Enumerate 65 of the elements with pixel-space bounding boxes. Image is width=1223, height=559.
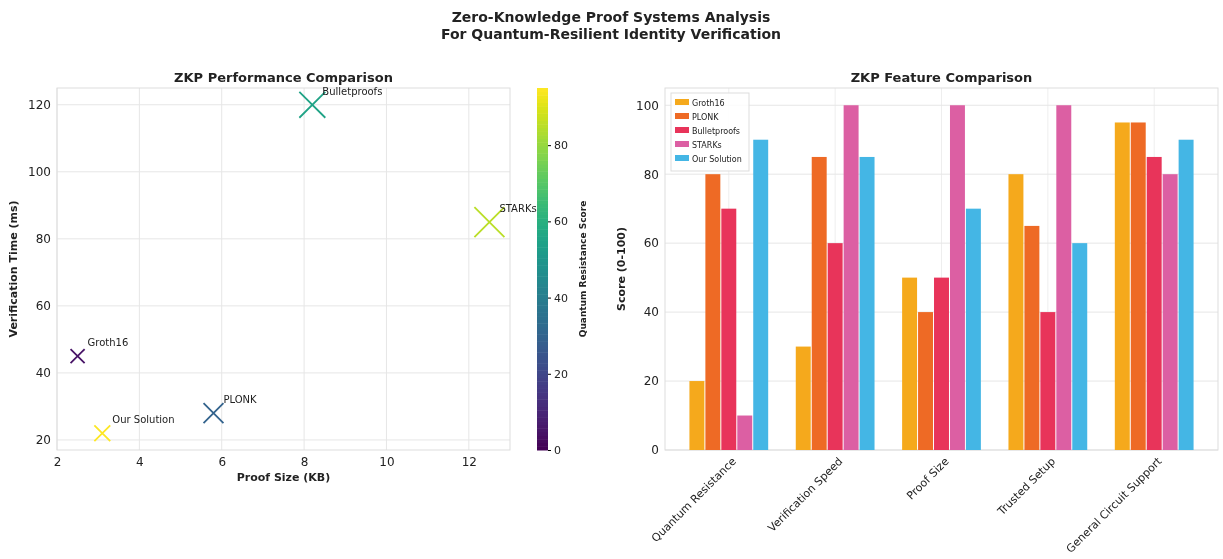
y-tick-label: 80 [643, 167, 659, 182]
annotation: Our Solution [112, 414, 175, 426]
bar [859, 156, 875, 450]
color-bar-label: 0 [554, 444, 561, 458]
chart-title: ZKP Feature Comparison [850, 70, 1033, 85]
bar [1040, 312, 1056, 450]
color-bar-label: 40 [554, 291, 568, 305]
y-tick-label: 60 [643, 236, 659, 251]
legend-label: Groth16 [692, 99, 725, 108]
y-tick-label: 20 [35, 433, 51, 448]
bar [949, 105, 965, 450]
color-bar-label: 80 [554, 139, 568, 153]
legend-label: Our Solution [692, 155, 742, 164]
y-tick-label: 100 [636, 98, 659, 113]
y-tick-label: 120 [28, 98, 51, 113]
legend-label: STARKs [692, 141, 722, 150]
color-bar-label: 20 [554, 367, 568, 381]
x-tick-label: 10 [379, 454, 395, 469]
y-tick-label: 20 [643, 374, 659, 389]
x-tick-label: 4 [136, 454, 144, 469]
bar [1072, 243, 1088, 450]
bar [1178, 139, 1194, 450]
bar [1162, 174, 1178, 450]
bar [1056, 105, 1072, 450]
legend-label: PLONK [692, 113, 720, 122]
bar [1114, 122, 1130, 450]
y-tick-label: 40 [35, 366, 51, 381]
annotation: Bulletproofs [322, 85, 383, 97]
bar [795, 346, 811, 450]
bar [827, 243, 843, 450]
bar [965, 208, 981, 450]
bar [918, 312, 934, 450]
bar [1146, 156, 1162, 450]
y-tick-label: 100 [28, 165, 51, 180]
y-axis-title: Score (0-100) [615, 227, 628, 311]
color-bar-label: 60 [554, 215, 568, 229]
y-tick-label: 40 [643, 305, 659, 320]
bar [1130, 122, 1146, 450]
y-tick-label: 0 [651, 443, 659, 458]
x-tick-label: 12 [461, 454, 477, 469]
color-bar-title: Quantum Resistance Score [578, 200, 588, 338]
bar [737, 415, 753, 450]
bar [689, 381, 705, 450]
bar [811, 156, 827, 450]
bar [902, 277, 918, 450]
bar [721, 208, 737, 450]
annotation: PLONK [223, 394, 258, 406]
bar [934, 277, 949, 450]
y-tick-label: 60 [35, 299, 51, 314]
x-axis-title: Proof Size (KB) [236, 471, 331, 484]
legend-label: Bulletproofs [692, 127, 741, 136]
annotation: STARKs [499, 203, 537, 215]
x-tick-label: 8 [300, 454, 309, 469]
chart-title: ZKP Performance Comparison [174, 70, 393, 85]
x-tick-label: 2 [53, 454, 62, 469]
bar [843, 105, 859, 450]
annotation: Groth16 [87, 337, 129, 349]
y-tick-label: 80 [35, 232, 51, 247]
bar [753, 139, 769, 450]
bar [1024, 225, 1040, 450]
bar [705, 174, 721, 450]
text: Zero-Knowledge Proof Systems Analysis For Quantum-Resilient Identity Verification [440, 9, 782, 42]
x-tick-label: 6 [218, 454, 227, 469]
bar [1008, 174, 1024, 450]
y-axis-title: Verification Time (ms) [7, 200, 20, 338]
